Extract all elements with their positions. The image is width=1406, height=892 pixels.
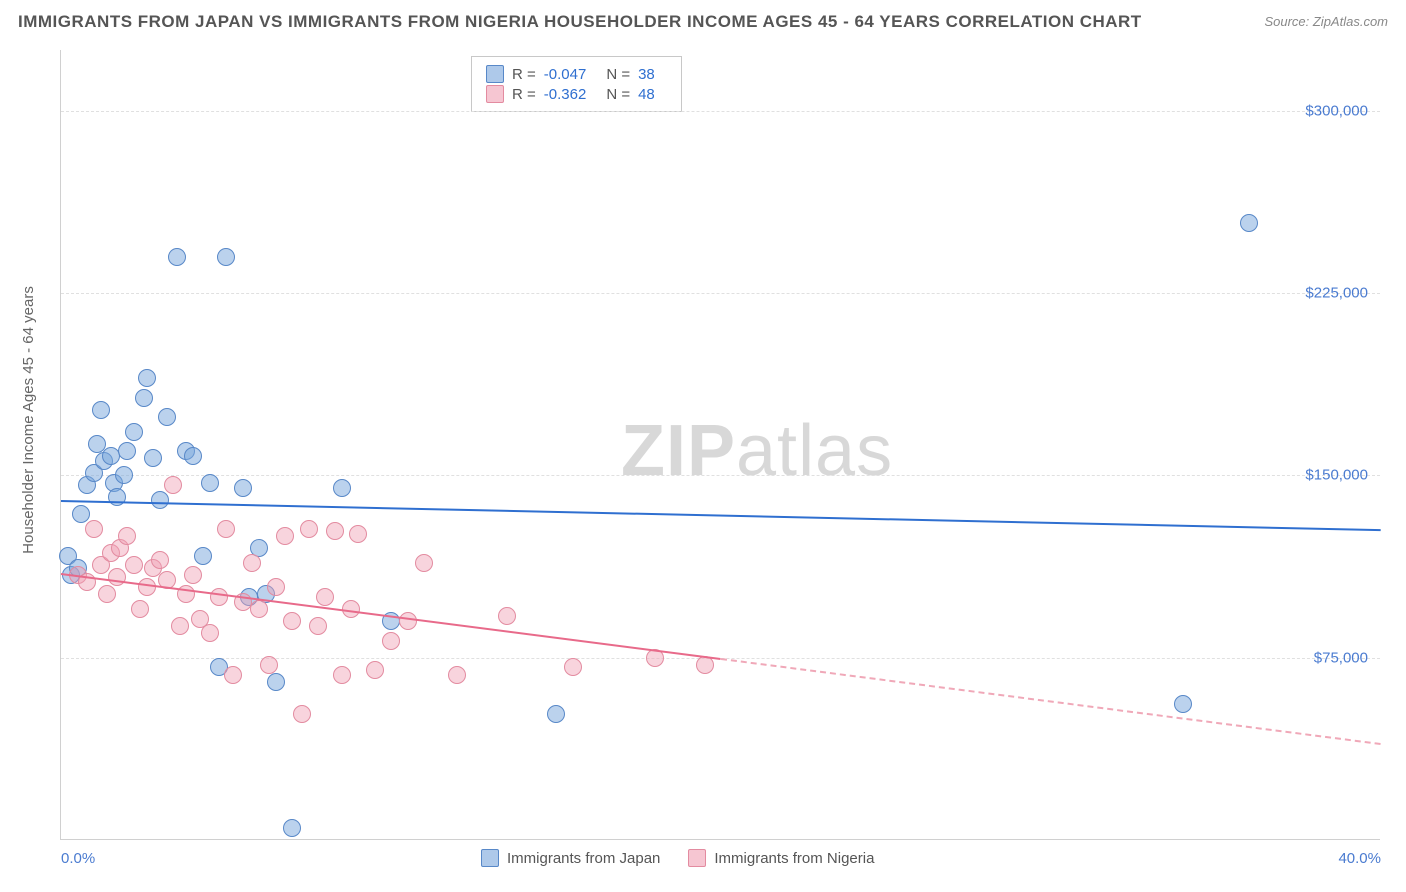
data-point: [366, 661, 384, 679]
r-value-japan: -0.047: [544, 66, 587, 83]
data-point: [108, 568, 126, 586]
n-value-nigeria: 48: [638, 86, 655, 103]
legend-item-japan: Immigrants from Japan: [481, 849, 660, 867]
swatch-japan-icon: [486, 65, 504, 83]
data-point: [131, 600, 149, 618]
swatch-japan-icon: [481, 849, 499, 867]
data-point: [108, 488, 126, 506]
data-point: [151, 551, 169, 569]
data-point: [151, 491, 169, 509]
data-point: [234, 479, 252, 497]
data-point: [283, 819, 301, 837]
data-point: [194, 547, 212, 565]
data-point: [333, 666, 351, 684]
gridline: [61, 111, 1380, 112]
chart-title: IMMIGRANTS FROM JAPAN VS IMMIGRANTS FROM…: [18, 12, 1142, 32]
legend-label-nigeria: Immigrants from Nigeria: [714, 850, 874, 867]
data-point: [276, 527, 294, 545]
data-point: [88, 435, 106, 453]
legend-item-nigeria: Immigrants from Nigeria: [688, 849, 874, 867]
y-tick-label: $75,000: [1314, 649, 1368, 666]
data-point: [184, 447, 202, 465]
data-point: [125, 423, 143, 441]
data-point: [217, 520, 235, 538]
data-point: [293, 705, 311, 723]
data-point: [98, 585, 116, 603]
data-point: [138, 369, 156, 387]
legend-row-nigeria: R = -0.362 N = 48: [486, 85, 667, 103]
data-point: [184, 566, 202, 584]
swatch-nigeria-icon: [688, 849, 706, 867]
gridline: [61, 475, 1380, 476]
data-point: [243, 554, 261, 572]
y-tick-label: $300,000: [1305, 102, 1368, 119]
watermark-bold: ZIP: [621, 411, 736, 491]
plot-area: ZIPatlas R = -0.047 N = 38 R = -0.362 N …: [60, 50, 1380, 840]
data-point: [547, 705, 565, 723]
data-point: [283, 612, 301, 630]
data-point: [564, 658, 582, 676]
data-point: [267, 578, 285, 596]
n-value-japan: 38: [638, 66, 655, 83]
y-tick-label: $150,000: [1305, 467, 1368, 484]
data-point: [399, 612, 417, 630]
data-point: [498, 607, 516, 625]
r-value-nigeria: -0.362: [544, 86, 587, 103]
data-point: [138, 578, 156, 596]
y-axis-label: Householder Income Ages 45 - 64 years: [20, 286, 37, 554]
trend-line-nigeria-extrap: [721, 658, 1381, 745]
data-point: [85, 520, 103, 538]
data-point: [333, 479, 351, 497]
data-point: [171, 617, 189, 635]
data-point: [72, 505, 90, 523]
n-label: N =: [606, 66, 630, 83]
x-tick-label: 0.0%: [61, 850, 95, 867]
data-point: [260, 656, 278, 674]
data-point: [102, 447, 120, 465]
data-point: [349, 525, 367, 543]
trend-line-japan: [61, 500, 1381, 531]
legend-correlation: R = -0.047 N = 38 R = -0.362 N = 48: [471, 56, 682, 112]
watermark: ZIPatlas: [621, 410, 893, 492]
chart-source: Source: ZipAtlas.com: [1264, 14, 1388, 29]
data-point: [144, 449, 162, 467]
y-tick-label: $225,000: [1305, 285, 1368, 302]
legend-row-japan: R = -0.047 N = 38: [486, 65, 667, 83]
data-point: [382, 632, 400, 650]
data-point: [118, 442, 136, 460]
data-point: [201, 474, 219, 492]
x-tick-label: 40.0%: [1338, 850, 1381, 867]
data-point: [250, 600, 268, 618]
watermark-light: atlas: [736, 411, 893, 491]
data-point: [300, 520, 318, 538]
data-point: [115, 466, 133, 484]
r-label: R =: [512, 86, 536, 103]
data-point: [326, 522, 344, 540]
data-point: [164, 476, 182, 494]
data-point: [125, 556, 143, 574]
data-point: [415, 554, 433, 572]
r-label: R =: [512, 66, 536, 83]
legend-label-japan: Immigrants from Japan: [507, 850, 660, 867]
data-point: [224, 666, 242, 684]
data-point: [168, 248, 186, 266]
swatch-nigeria-icon: [486, 85, 504, 103]
data-point: [267, 673, 285, 691]
data-point: [210, 588, 228, 606]
n-label: N =: [606, 86, 630, 103]
data-point: [1240, 214, 1258, 232]
gridline: [61, 293, 1380, 294]
data-point: [309, 617, 327, 635]
data-point: [92, 401, 110, 419]
legend-series: Immigrants from Japan Immigrants from Ni…: [481, 849, 874, 867]
data-point: [135, 389, 153, 407]
data-point: [1174, 695, 1192, 713]
data-point: [158, 408, 176, 426]
data-point: [316, 588, 334, 606]
data-point: [118, 527, 136, 545]
data-point: [217, 248, 235, 266]
data-point: [201, 624, 219, 642]
data-point: [448, 666, 466, 684]
